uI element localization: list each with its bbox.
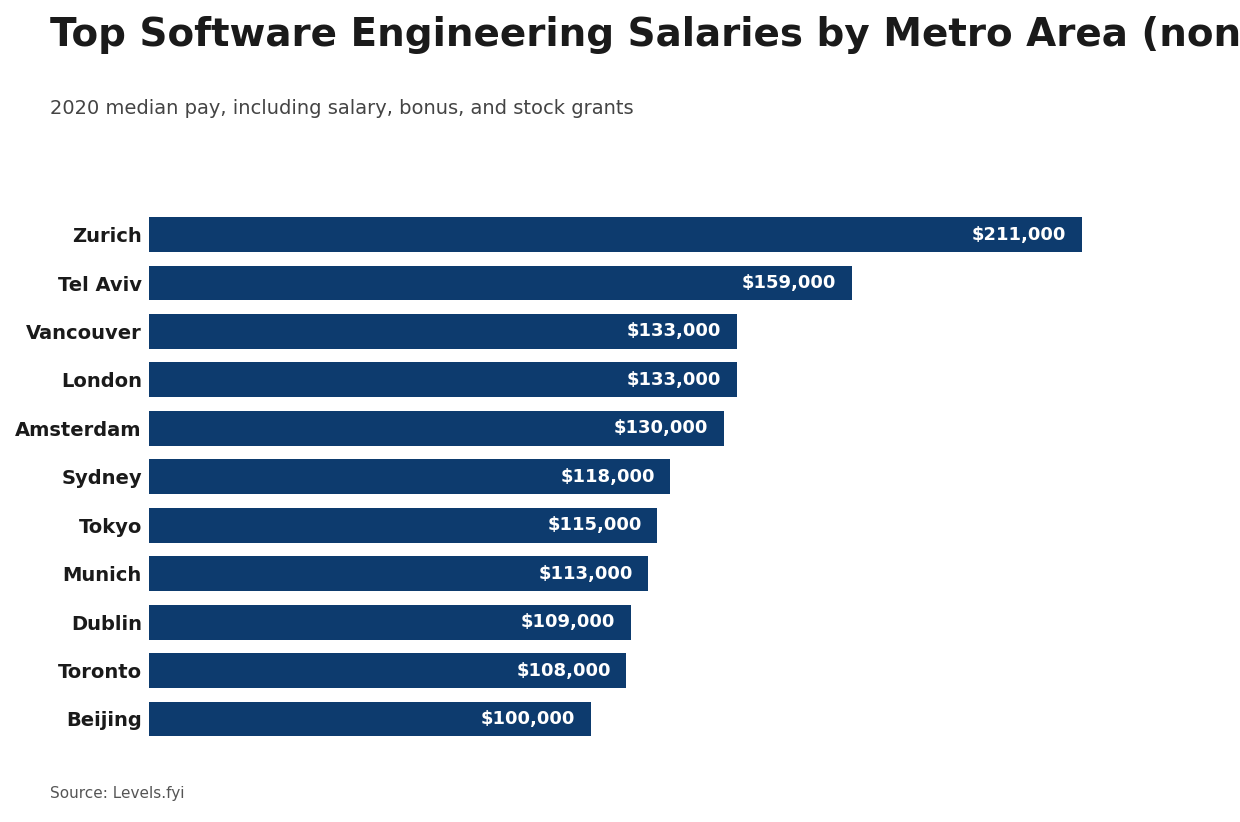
Bar [149, 701, 591, 737]
Text: Source: Levels.fyi: Source: Levels.fyi [50, 787, 184, 801]
Text: $115,000: $115,000 [547, 516, 642, 534]
Bar [149, 653, 626, 688]
Text: Top Software Engineering Salaries by Metro Area (non-U.S.): Top Software Engineering Salaries by Met… [50, 16, 1240, 54]
Text: $133,000: $133,000 [627, 371, 722, 389]
Bar [149, 266, 852, 301]
Bar [149, 605, 631, 640]
Text: $118,000: $118,000 [560, 468, 655, 486]
Text: $113,000: $113,000 [538, 565, 632, 583]
Text: $130,000: $130,000 [614, 419, 708, 437]
Bar [149, 411, 723, 446]
Text: $109,000: $109,000 [521, 613, 615, 631]
Bar [149, 508, 657, 543]
Bar [149, 556, 649, 591]
Text: $108,000: $108,000 [516, 662, 611, 680]
Bar [149, 459, 671, 494]
Text: $159,000: $159,000 [742, 274, 836, 292]
Text: $100,000: $100,000 [481, 710, 575, 728]
Bar [149, 363, 737, 397]
Text: $211,000: $211,000 [972, 225, 1066, 243]
Bar [149, 217, 1081, 252]
Text: 2020 median pay, including salary, bonus, and stock grants: 2020 median pay, including salary, bonus… [50, 99, 634, 118]
Bar [149, 314, 737, 349]
Text: $133,000: $133,000 [627, 322, 722, 340]
